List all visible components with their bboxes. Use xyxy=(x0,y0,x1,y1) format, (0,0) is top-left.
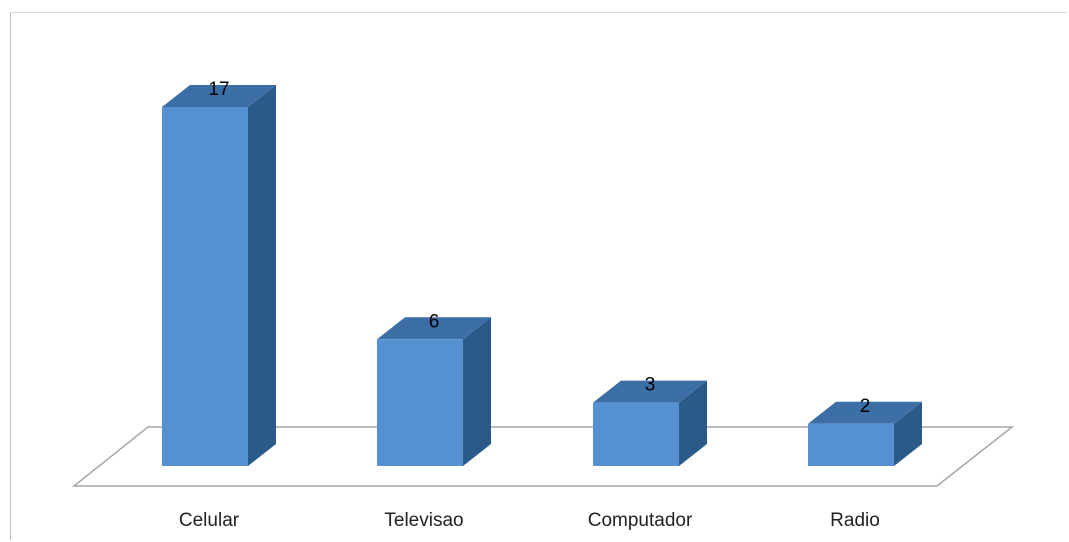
bar-celular-side xyxy=(248,85,276,466)
bar-computador-top xyxy=(593,380,707,403)
bar-radio xyxy=(808,423,894,466)
data-label-radio: 2 xyxy=(860,396,871,417)
chart-floor xyxy=(71,426,1015,487)
data-label-computador: 3 xyxy=(645,375,656,396)
chart-frame xyxy=(10,12,1067,540)
bar-computador xyxy=(593,402,679,466)
bar-radio-top xyxy=(808,401,922,424)
x-tick-radio: Radio xyxy=(830,510,880,531)
x-tick-labels-group: Celular Televisao Computador Radio xyxy=(179,510,880,531)
data-label-celular: 17 xyxy=(208,79,229,100)
bar-televisao-side xyxy=(463,317,491,466)
data-label-televisao: 6 xyxy=(429,311,440,332)
x-tick-computador: Computador xyxy=(588,510,693,531)
x-tick-celular: Celular xyxy=(179,510,240,531)
x-tick-televisao: Televisao xyxy=(384,510,463,531)
bars-group xyxy=(162,85,922,466)
bar-celular-top xyxy=(162,85,276,107)
bar-radio-side xyxy=(894,401,922,466)
data-labels-group: 17 6 3 2 xyxy=(208,79,870,417)
bar-celular xyxy=(162,107,248,466)
bar-televisao-top xyxy=(377,317,491,340)
bar-computador-side xyxy=(679,380,707,466)
bar-televisao xyxy=(377,339,463,466)
